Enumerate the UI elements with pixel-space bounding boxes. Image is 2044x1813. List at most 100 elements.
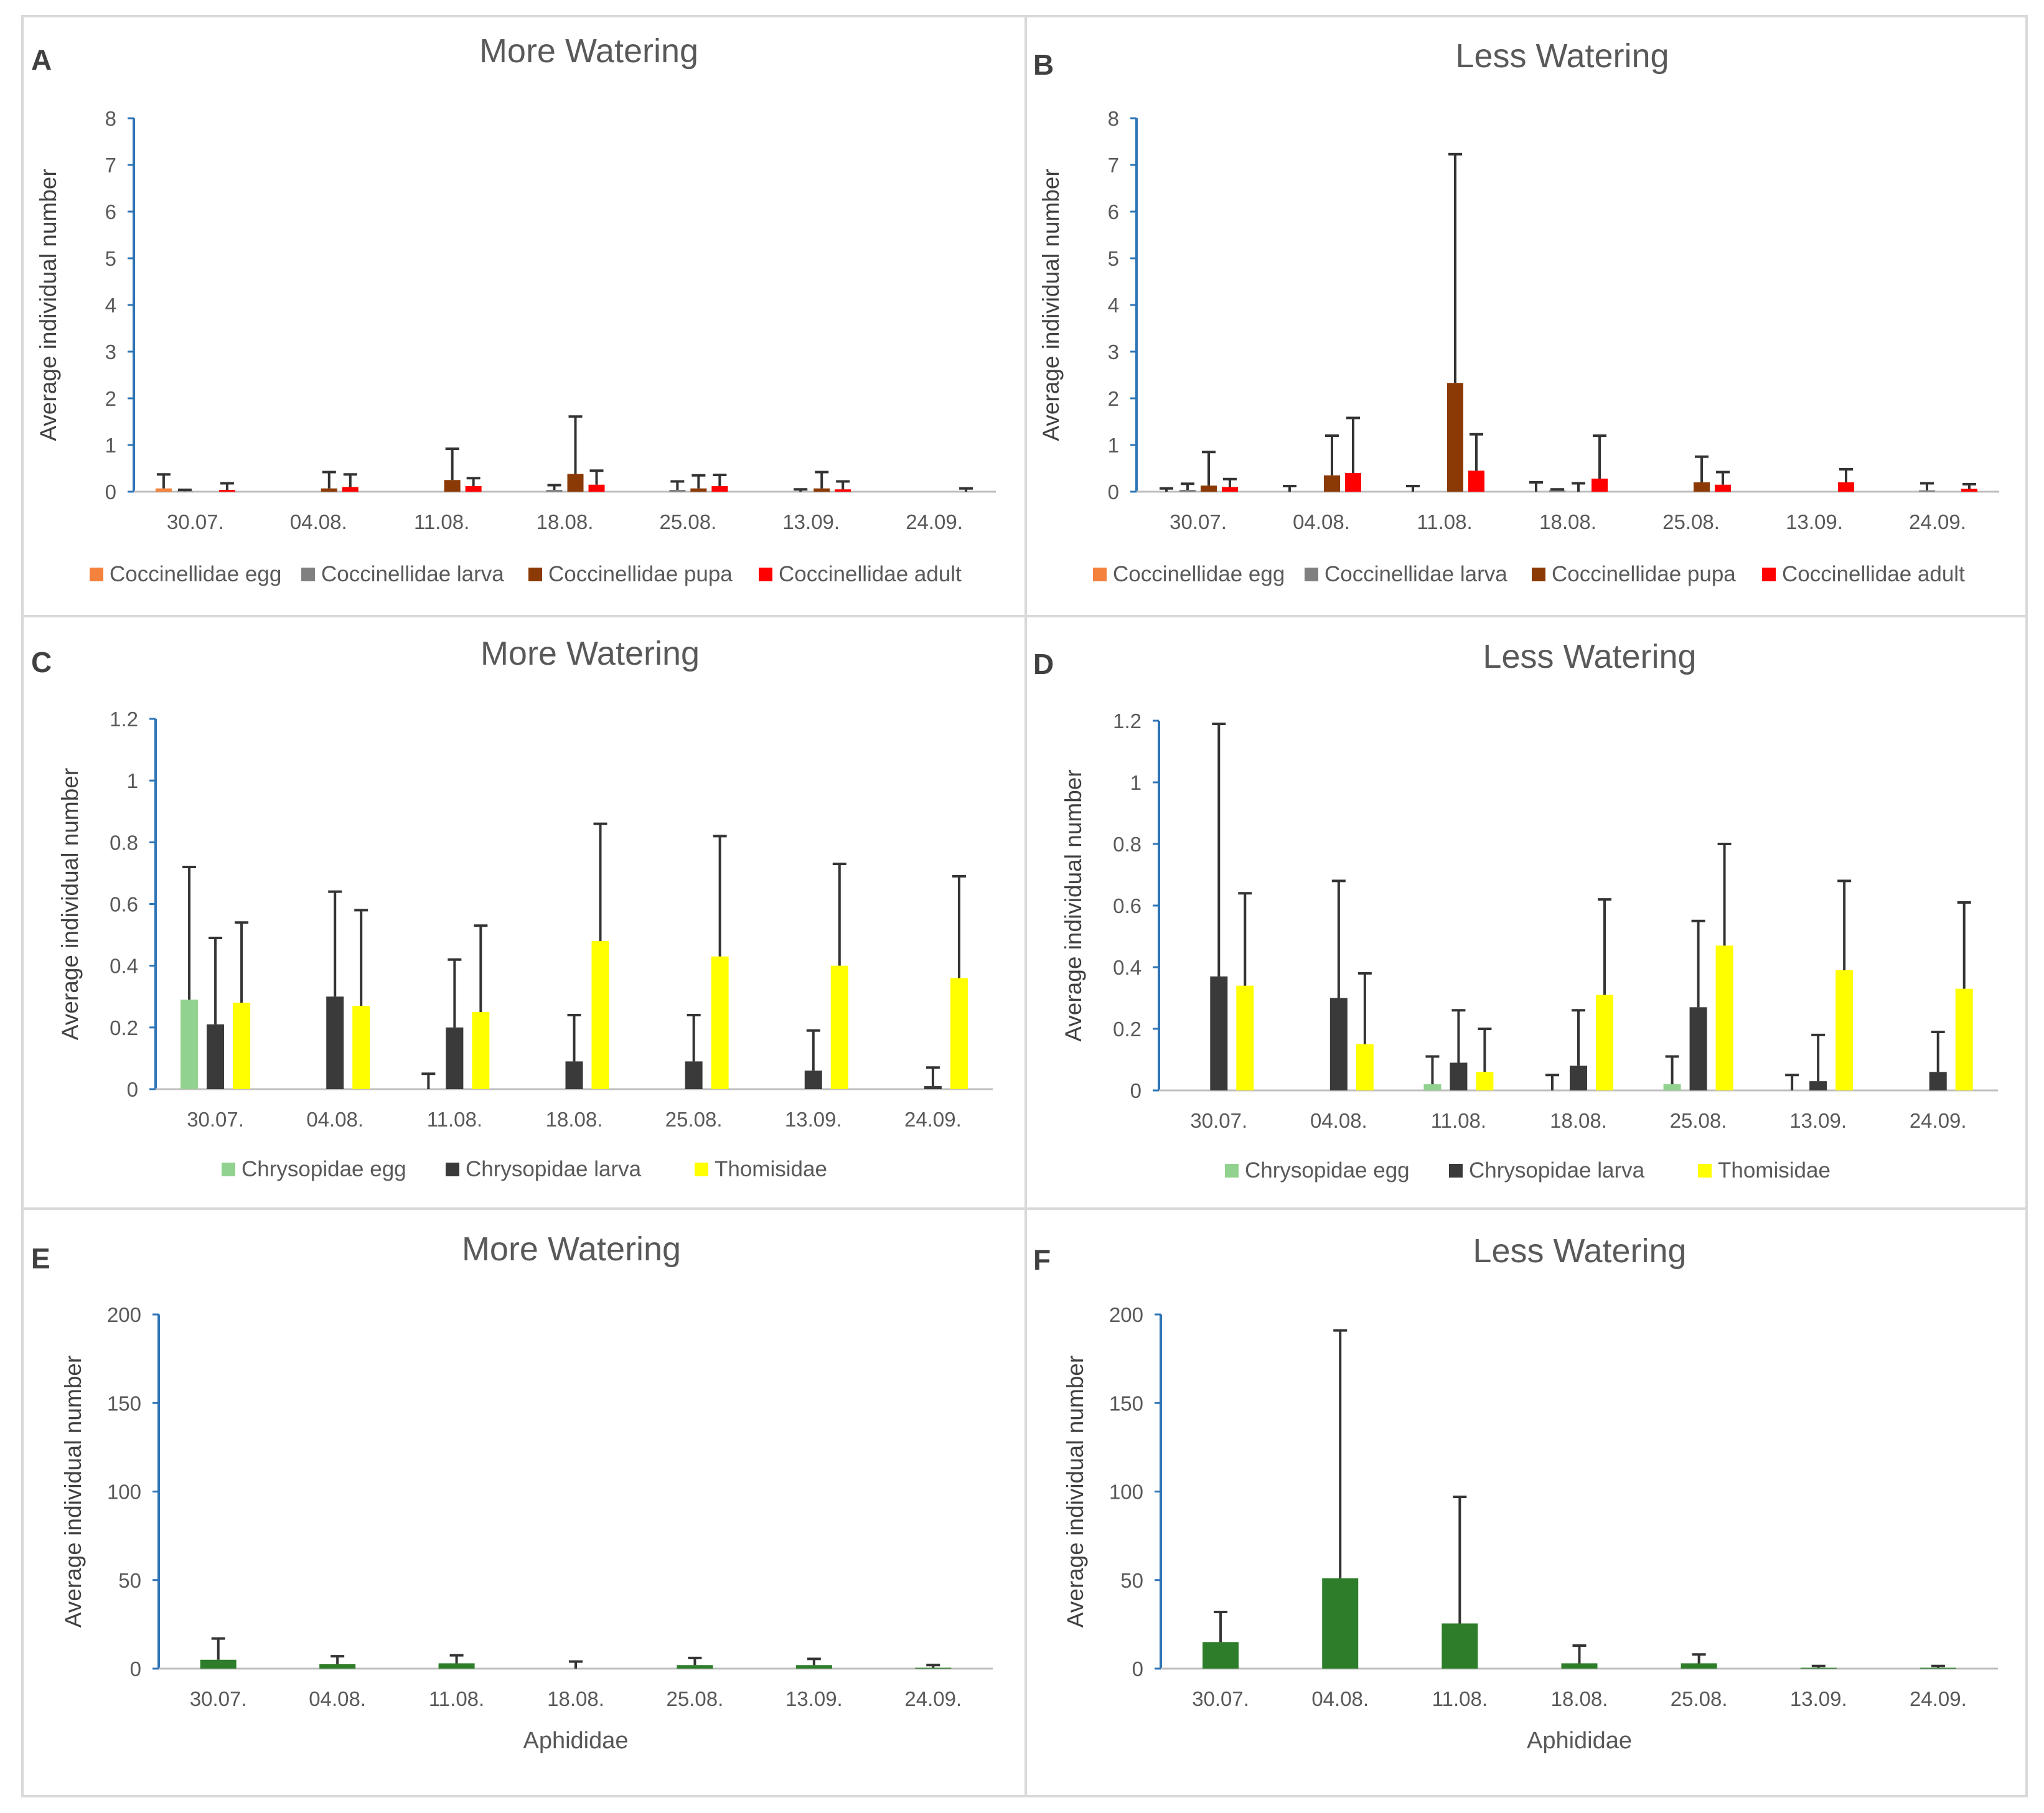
x-tick-label: 25.08. (1670, 1109, 1727, 1132)
x-tick-label: 25.08. (1671, 1687, 1728, 1710)
x-tick-label: 13.09. (785, 1108, 842, 1131)
legend-label: Coccinellidae egg (110, 562, 281, 586)
error-bar (1470, 433, 1483, 471)
error-bar (1406, 485, 1420, 492)
bar (950, 978, 968, 1089)
bar (795, 1665, 832, 1669)
legend-label: Coccinellidae adult (1782, 562, 1965, 586)
bar (326, 996, 344, 1089)
x-tick-label: 24.09. (904, 1687, 962, 1710)
error-bar (1837, 879, 1852, 970)
error-bar (1811, 1664, 1826, 1668)
legend-swatch (222, 1163, 235, 1176)
legend-swatch (528, 568, 542, 581)
bar (669, 490, 686, 492)
x-tick-label: 11.08. (429, 1687, 484, 1710)
error-bar (1357, 972, 1372, 1044)
error-bar (328, 890, 342, 997)
bar (319, 1664, 356, 1669)
bar (352, 1006, 370, 1089)
error-bar (926, 1664, 940, 1668)
bar (1835, 970, 1854, 1090)
y-tick-label: 6 (1108, 200, 1119, 223)
bar (1715, 945, 1733, 1090)
chart-title: Less Watering (1483, 638, 1696, 675)
error-bar (1283, 485, 1296, 492)
error-bar (670, 480, 685, 490)
bar (180, 1000, 199, 1089)
error-bar (474, 924, 488, 1013)
error-bar (1346, 416, 1360, 473)
x-tick-label: 13.09. (1789, 1109, 1847, 1132)
bar (233, 1003, 251, 1089)
legend-label: Thomisidae (715, 1157, 827, 1181)
bar (1920, 1667, 1956, 1669)
bar (1345, 473, 1361, 492)
bar (567, 474, 584, 492)
error-bar (1962, 483, 1976, 489)
bar (690, 488, 707, 492)
x-tick-label: 30.07. (187, 1108, 244, 1131)
x-tick-label: 30.07. (167, 510, 224, 533)
panel-b: B Less Watering 0 1 2 3 4 5 6 7 8 Average individua… (1024, 15, 2028, 617)
error-bar (807, 1657, 821, 1665)
x-tick-label: 18.08. (1550, 1109, 1607, 1132)
error-bar (926, 1066, 940, 1087)
y-tick-label: 100 (107, 1481, 141, 1504)
y-tick-label: 1 (105, 434, 116, 457)
y-tick-label: 0 (105, 480, 116, 504)
panel-e: E More Watering 0 50 100 150 200 Average indivi… (21, 1207, 1027, 1797)
bar (546, 490, 563, 492)
y-tick-label: 0.4 (110, 955, 138, 978)
legend-label: Chrysopidae larva (466, 1157, 642, 1181)
y-tick-label: 0.8 (1113, 833, 1142, 856)
error-bar (182, 866, 197, 1000)
error-bar (815, 471, 829, 489)
y-tick-label: 150 (107, 1392, 141, 1415)
chart-title: More Watering (462, 1230, 681, 1268)
y-tick-label: 4 (105, 294, 116, 317)
panel-frame (1024, 15, 2028, 617)
panel-d: D Less Watering 0 0.2 0.4 0.6 0.8 1 1.2 Average i… (1024, 615, 2028, 1210)
y-tick-label: 5 (105, 247, 116, 270)
error-bar (1572, 1009, 1585, 1066)
y-tick-label: 0.2 (110, 1016, 138, 1039)
bar (1179, 490, 1196, 492)
x-tick-label: 13.09. (785, 1687, 843, 1710)
panel-frame (21, 1207, 1027, 1797)
bar (1322, 1578, 1359, 1669)
y-tick-label: 2 (1108, 387, 1119, 410)
x-tick-label: 13.09. (782, 510, 840, 533)
bar (1329, 998, 1348, 1090)
y-tick-label: 0.6 (1113, 894, 1142, 917)
x-axis-title: Aphididae (523, 1728, 628, 1754)
error-bar (1448, 152, 1462, 383)
y-tick-label: 1.2 (1113, 710, 1142, 733)
error-bar (1451, 1009, 1466, 1063)
bar (1356, 1044, 1374, 1090)
legend-swatch (1698, 1164, 1712, 1178)
legend-label: Chrysopidae egg (1245, 1158, 1410, 1183)
x-tick-label: 30.07. (1170, 510, 1227, 533)
bar (1222, 487, 1238, 492)
error-bar (1839, 468, 1853, 482)
error-bar (547, 484, 561, 490)
x-tick-label: 04.08. (290, 510, 347, 533)
legend-swatch (1093, 568, 1107, 581)
error-bar (836, 480, 850, 490)
error-bar (331, 1655, 345, 1664)
panel-c: C More Watering 0 0.2 0.4 0.6 0.8 1 1.2 Average i… (21, 615, 1027, 1210)
error-bar (209, 937, 223, 1024)
x-tick-label: 11.08. (1431, 1109, 1486, 1132)
legend-label: Chrysopidae egg (241, 1157, 406, 1181)
bar (1592, 479, 1608, 492)
bar (218, 490, 235, 492)
panel-frame (1024, 1207, 2028, 1797)
bar (1570, 1066, 1587, 1090)
bar (1663, 1084, 1681, 1090)
y-tick-label: 200 (1109, 1303, 1143, 1326)
error-bar (1212, 722, 1226, 977)
x-tick-label: 04.08. (309, 1687, 366, 1710)
bar (924, 1086, 942, 1089)
y-tick-label: 0 (1132, 1657, 1143, 1680)
